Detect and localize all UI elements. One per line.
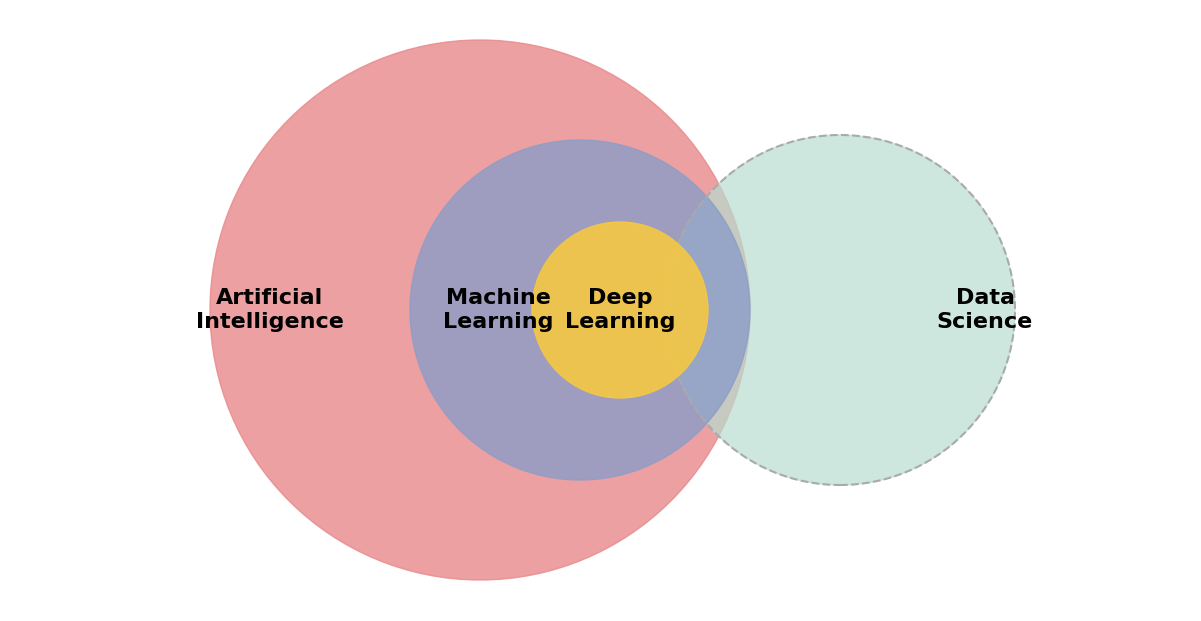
Text: Deep
Learning: Deep Learning [564, 288, 675, 332]
Circle shape [532, 222, 709, 398]
Circle shape [410, 140, 749, 480]
Circle shape [665, 135, 1015, 485]
Text: Data
Science: Data Science [937, 288, 1033, 332]
Text: Artificial
Intelligence: Artificial Intelligence [196, 288, 343, 332]
Circle shape [210, 40, 749, 580]
Text: Machine
Learning: Machine Learning [443, 288, 554, 332]
